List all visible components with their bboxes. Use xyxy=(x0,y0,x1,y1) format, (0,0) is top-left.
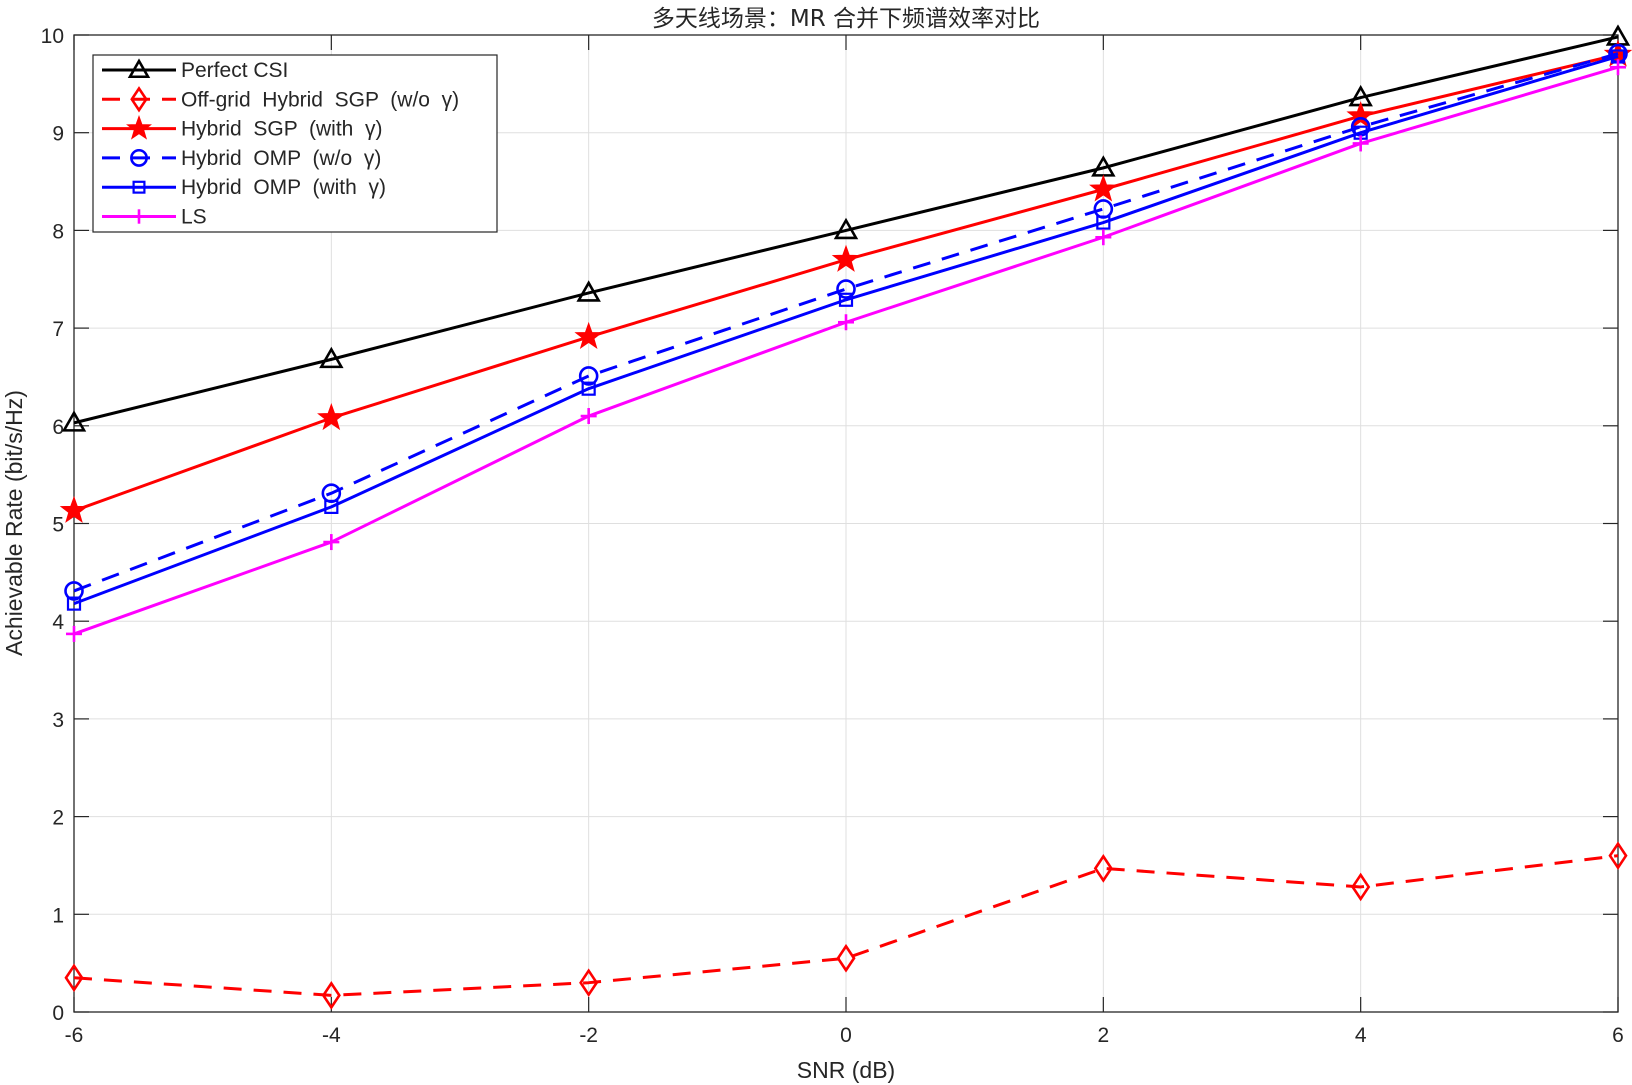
star-marker xyxy=(59,495,89,523)
legend-label: Hybrid OMP (w/o γ) xyxy=(181,147,381,170)
legend-label: Hybrid SGP (with γ) xyxy=(181,118,383,141)
legend-item: Hybrid OMP (w/o γ) xyxy=(102,147,381,170)
legend-item: Perfect CSI xyxy=(102,58,288,82)
square-marker xyxy=(1096,215,1111,230)
legend: Perfect CSI Off-grid Hybrid SGP (w/o γ) Hy… xyxy=(92,54,498,233)
series-line xyxy=(73,52,1619,593)
series-line xyxy=(73,55,1619,606)
data-series xyxy=(59,24,1632,1010)
x-axis-title: SNR (dB) xyxy=(797,1057,895,1083)
y-tick-label: 2 xyxy=(52,807,64,830)
square-marker xyxy=(324,499,339,514)
x-tick-label: 0 xyxy=(840,1024,852,1047)
diamond-marker xyxy=(64,963,84,993)
x-tick-label: 4 xyxy=(1355,1024,1367,1047)
legend-box xyxy=(92,54,498,233)
legend-label: LS xyxy=(181,206,207,229)
star-marker xyxy=(1089,174,1118,202)
x-tick-label: -2 xyxy=(579,1024,598,1047)
y-tick-label: 0 xyxy=(52,1002,64,1025)
star-marker xyxy=(317,402,346,431)
circle-marker xyxy=(1350,117,1371,137)
y-tick-label: 7 xyxy=(52,318,64,341)
y-tick-label: 1 xyxy=(52,904,64,927)
square-marker xyxy=(838,292,854,307)
legend-label: Off-grid Hybrid SGP (w/o γ) xyxy=(181,88,459,111)
square-marker xyxy=(581,381,596,396)
star-marker xyxy=(574,321,603,350)
y-tick-label: 8 xyxy=(52,220,64,243)
y-tick-label: 4 xyxy=(52,611,64,634)
legend-label: Hybrid OMP (with γ) xyxy=(181,176,386,199)
series-square xyxy=(66,49,1626,611)
triangle-marker xyxy=(61,410,87,432)
triangle-marker xyxy=(127,58,151,79)
chart-title: 多天线场景：MR 合并下频谱效率对比 xyxy=(652,6,1040,32)
diamond-marker xyxy=(321,981,341,1010)
series-line xyxy=(73,854,1619,997)
x-tick-label: -6 xyxy=(65,1024,84,1047)
legend-item: Hybrid OMP (with γ) xyxy=(102,176,386,199)
square-marker xyxy=(66,596,82,611)
diamond-marker xyxy=(836,943,856,973)
legend-item: Off-grid Hybrid SGP (w/o γ) xyxy=(102,86,459,113)
series-diamond xyxy=(64,841,1628,1010)
y-tick-label: 5 xyxy=(52,514,64,537)
y-axis-title: Achievable Rate (bit/s/Hz) xyxy=(1,390,27,656)
y-tick-label: 3 xyxy=(52,709,64,732)
circle-marker xyxy=(578,366,599,386)
triangle-marker xyxy=(319,346,344,369)
diamond-marker xyxy=(1608,841,1628,871)
axes: -6 -4 -2 0 2 4 6 0 1 2 3 4 5 6 7 8 9 10 xyxy=(41,25,1624,1047)
diamond-marker xyxy=(130,86,148,113)
y-tick-label: 6 xyxy=(52,416,64,439)
x-tick-label: -4 xyxy=(322,1024,341,1047)
diamond-marker xyxy=(579,968,599,998)
y-tick-label: 9 xyxy=(52,123,64,146)
series-line xyxy=(73,35,1619,425)
star-marker xyxy=(126,114,152,140)
y-tick-label: 10 xyxy=(41,25,64,48)
x-tick-label: 2 xyxy=(1097,1024,1109,1047)
series-plus xyxy=(66,59,1626,642)
legend-item: LS xyxy=(102,206,207,229)
circle-marker xyxy=(130,148,148,167)
diamond-marker xyxy=(1351,872,1371,902)
star-marker xyxy=(831,244,861,272)
triangle-marker xyxy=(576,280,601,302)
legend-label: Perfect CSI xyxy=(181,59,288,82)
triangle-marker xyxy=(833,217,859,240)
diamond-marker xyxy=(1093,854,1113,883)
star-marker xyxy=(1346,101,1375,129)
circle-marker xyxy=(836,279,856,299)
x-tick-label: 6 xyxy=(1612,1024,1624,1047)
legend-item: Hybrid SGP (with γ) xyxy=(102,114,383,141)
square-marker xyxy=(132,180,146,194)
circle-marker xyxy=(64,581,84,601)
